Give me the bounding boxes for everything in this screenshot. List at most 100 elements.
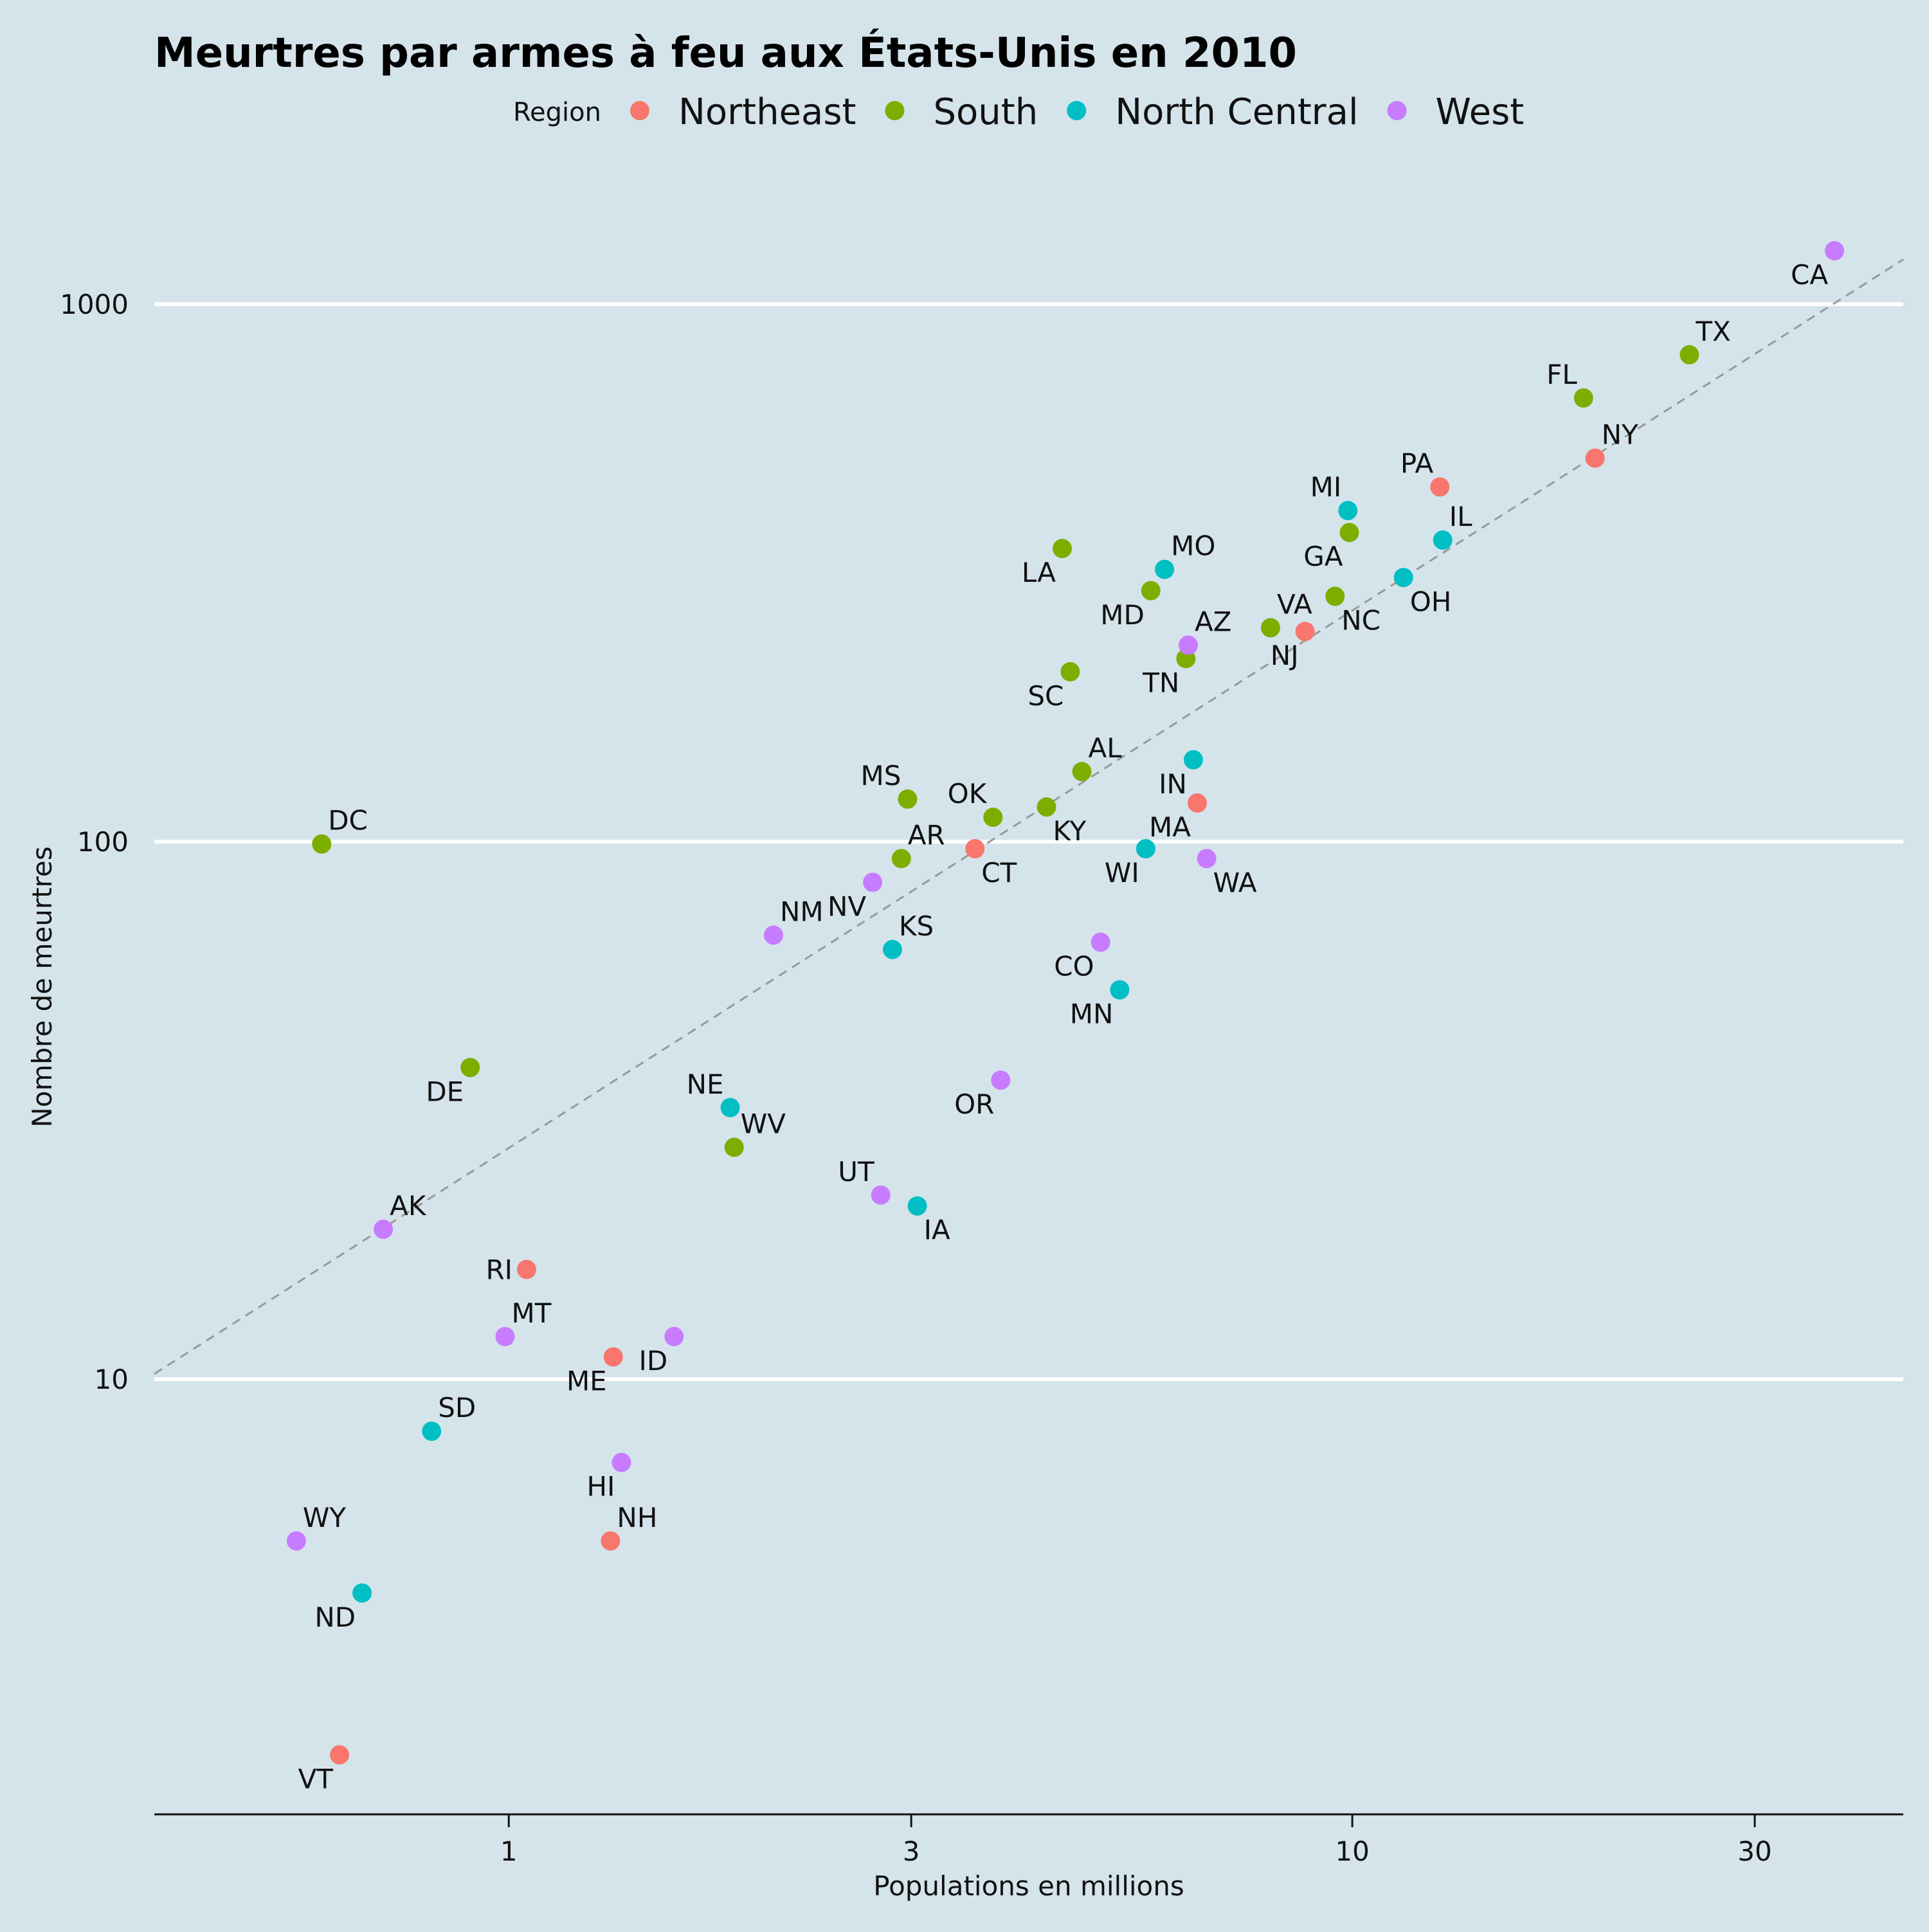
data-point [1433, 530, 1453, 550]
data-point [1825, 240, 1845, 260]
x-axis-title: Populations en millions [873, 1870, 1184, 1902]
data-point [1091, 932, 1110, 952]
data-point [286, 1531, 306, 1551]
point-label: NM [780, 896, 824, 927]
data-point [1155, 559, 1175, 579]
data-point [1072, 762, 1092, 782]
legend: Region Northeast South North Central West [513, 91, 1524, 133]
point-label: MA [1149, 811, 1191, 843]
point-label: MO [1171, 530, 1215, 562]
point-label: KY [1053, 815, 1087, 847]
data-point [1178, 635, 1198, 655]
point-label: ID [639, 1345, 668, 1377]
data-point [720, 1097, 740, 1117]
data-point [611, 1452, 631, 1472]
reference-line-layer [154, 258, 1904, 1375]
data-point [1188, 793, 1208, 813]
point-label: WY [303, 1502, 347, 1533]
data-point [460, 1058, 480, 1078]
data-point [352, 1583, 372, 1603]
data-point [1060, 662, 1080, 682]
data-point [422, 1422, 442, 1441]
point-label: LA [1022, 557, 1056, 588]
point-label: MN [1070, 998, 1114, 1030]
point-label: FL [1546, 359, 1577, 390]
reference-line [154, 258, 1904, 1375]
point-label: ME [566, 1365, 607, 1396]
data-point [965, 839, 985, 859]
point-label: SD [438, 1392, 476, 1423]
point-label: AR [908, 819, 945, 851]
point-label: MD [1100, 599, 1145, 631]
point-label: CO [1054, 950, 1094, 982]
data-point [664, 1326, 684, 1346]
legend-marker [629, 101, 649, 120]
data-point [882, 939, 902, 959]
chart-title: Meurtres par armes à feu aux États-Unis … [154, 28, 1297, 77]
point-label: AZ [1195, 606, 1232, 638]
point-label: NJ [1271, 640, 1299, 671]
data-point [1197, 849, 1217, 869]
legend-label: West [1436, 91, 1525, 133]
data-point [991, 1070, 1011, 1090]
data-point [1052, 539, 1072, 559]
grid [154, 302, 1903, 1382]
point-label: SC [1028, 680, 1064, 712]
point-label: NV [828, 890, 866, 922]
data-point [601, 1531, 620, 1551]
legend-title: Region [513, 98, 601, 127]
data-point [863, 872, 883, 892]
point-label: IA [924, 1214, 950, 1246]
point-label: AK [390, 1190, 427, 1222]
data-point [1393, 568, 1413, 588]
data-point [1141, 581, 1161, 600]
point-label: OH [1410, 586, 1452, 617]
data-point [983, 808, 1003, 827]
point-label: CA [1791, 259, 1828, 291]
data-point [312, 834, 332, 854]
data-point [1110, 980, 1130, 1000]
y-tick-label: 10 [95, 1364, 129, 1395]
data-point [907, 1196, 927, 1216]
data-point [1585, 448, 1605, 468]
data-point [1295, 622, 1315, 642]
point-label: MT [512, 1297, 552, 1329]
data-point [1260, 618, 1280, 638]
legend-marker [1387, 101, 1407, 120]
point-label: MS [861, 760, 901, 791]
point-label: NC [1341, 605, 1381, 636]
data-point [495, 1326, 515, 1346]
legend-label: South [933, 91, 1038, 133]
axes: 10 100 1000 1 3 10 30 [60, 289, 1903, 1867]
point-label: WV [741, 1108, 786, 1139]
data-point [763, 925, 783, 945]
point-label: CT [981, 857, 1017, 889]
data-point [891, 849, 911, 869]
point-label: ND [314, 1602, 356, 1633]
data-point [1430, 477, 1450, 497]
x-tick-label: 30 [1737, 1836, 1771, 1867]
point-label: UT [838, 1156, 874, 1187]
data-point [1037, 797, 1056, 817]
point-label: IL [1449, 501, 1472, 532]
legend-marker [885, 101, 905, 120]
point-label: VA [1277, 588, 1312, 620]
point-label: KS [899, 910, 934, 942]
y-tick-label: 100 [77, 826, 129, 858]
point-label: HI [586, 1471, 615, 1503]
point-label: WA [1213, 867, 1257, 898]
point-label: OK [948, 778, 988, 809]
point-label: TX [1695, 316, 1730, 347]
point-label: NH [617, 1502, 657, 1533]
data-point [1339, 523, 1359, 543]
data-point [1136, 839, 1155, 859]
data-point [1325, 586, 1345, 606]
legend-marker [1067, 101, 1087, 120]
data-point [724, 1137, 744, 1157]
data-point [603, 1347, 623, 1367]
point-label: RI [485, 1254, 512, 1285]
